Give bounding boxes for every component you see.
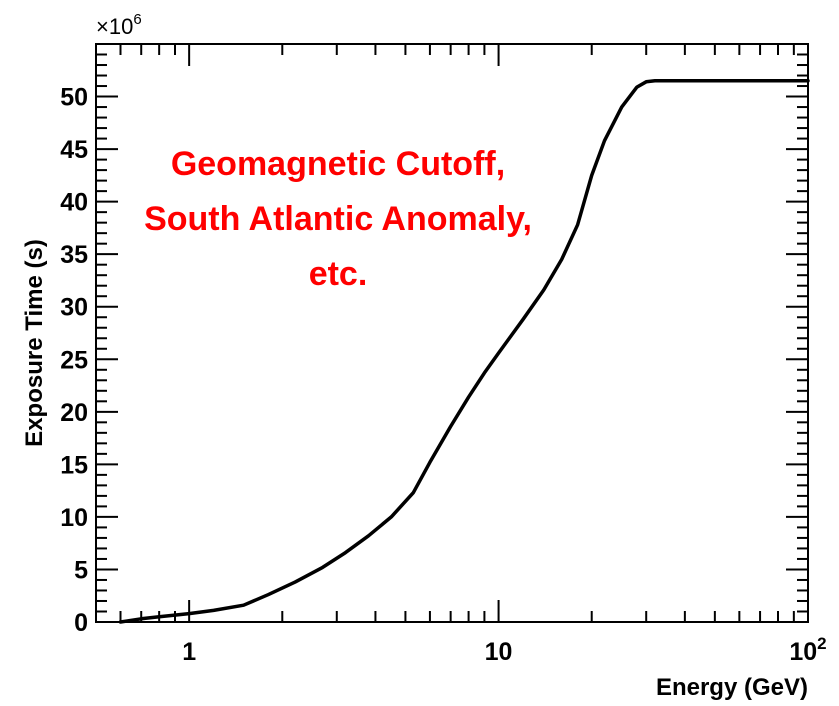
y-tick-label: 40 xyxy=(60,189,88,217)
annotation-line-3: etc. xyxy=(309,255,368,293)
axis-tick-labels: 0 5 10 15 20 25 30 35 40 45 50 1 10 102 xyxy=(60,84,826,666)
y-tick-label: 45 xyxy=(60,136,88,164)
y-tick-label: 10 xyxy=(60,504,88,532)
y-tick-label: 15 xyxy=(60,451,88,479)
x-tick-label: 102 xyxy=(789,634,826,666)
y-tick-label: 35 xyxy=(60,241,88,269)
axis-ticks xyxy=(95,43,809,623)
exposure-curve xyxy=(118,79,810,624)
annotation-text: Geomagnetic Cutoff, South Atlantic Anoma… xyxy=(144,145,532,293)
y-multiplier-label: ×106 xyxy=(96,11,142,39)
annotation-line-2: South Atlantic Anomaly, xyxy=(144,200,532,238)
y-tick-label: 5 xyxy=(74,556,88,584)
annotation-line-1: Geomagnetic Cutoff, xyxy=(171,145,505,183)
y-tick-label: 50 xyxy=(60,84,88,112)
y-tick-label: 25 xyxy=(60,346,88,374)
x-tick-label: 10 xyxy=(485,638,513,666)
y-axis-label: Exposure Time (s) xyxy=(21,239,48,447)
x-axis-label: Energy (GeV) xyxy=(656,674,808,701)
y-tick-label: 30 xyxy=(60,294,88,322)
x-tick-label: 1 xyxy=(182,638,196,666)
y-tick-label: 0 xyxy=(74,609,88,637)
y-tick-label: 20 xyxy=(60,399,88,427)
plot-frame xyxy=(95,43,809,623)
